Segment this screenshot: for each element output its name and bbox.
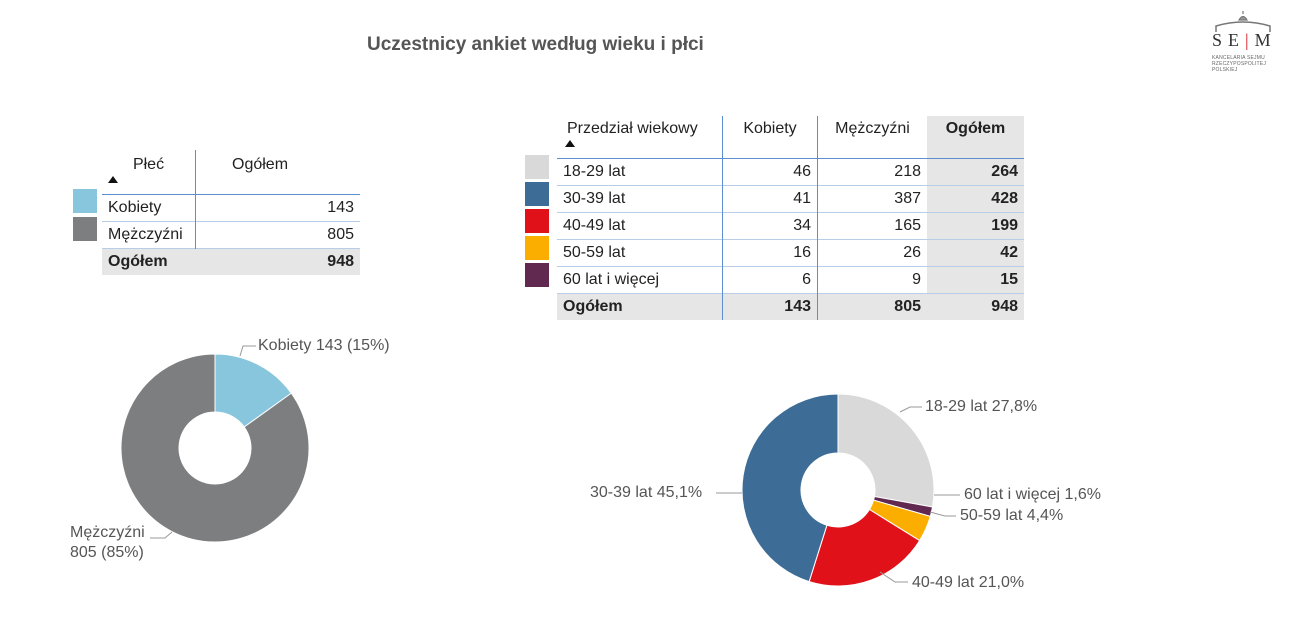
- header-mezczyzni: Mężczyźni: [817, 116, 927, 159]
- page-title: Uczestnicy ankiet według wieku i płci: [367, 34, 704, 55]
- header-ogolem: Ogółem: [195, 150, 360, 195]
- total-value: 948: [991, 298, 1018, 315]
- row-kobiety: 46: [722, 158, 818, 186]
- logo-wordmark: SE|M: [1212, 30, 1277, 50]
- row-kobiety: 41: [722, 185, 818, 213]
- data-label-50-59: 50-59 lat 4,4%: [960, 507, 1064, 524]
- total-kobiety: 143: [722, 293, 818, 320]
- header-ogolem: Ogółem: [927, 116, 1024, 159]
- donut-slice-40-49: [808, 508, 921, 587]
- row-kobiety: 6: [722, 266, 818, 294]
- table-row: Kobiety 143: [102, 194, 360, 222]
- row-mezczyzni: 218: [817, 158, 927, 186]
- legend-swatch-60-plus: [525, 263, 549, 287]
- age-table: Przedział wiekowy Kobiety Mężczyźni Ogół…: [557, 116, 1024, 320]
- row-label: Kobiety: [108, 199, 162, 216]
- row-total: 42: [927, 239, 1024, 267]
- header-kobiety: Kobiety: [722, 116, 818, 159]
- legend-swatch-40-49: [525, 209, 549, 233]
- donut-slice-18-29: [837, 393, 935, 508]
- data-label-kobiety: Kobiety 143 (15%): [258, 337, 390, 354]
- row-label: 60 lat i więcej: [563, 271, 660, 288]
- row-value: 143: [195, 194, 360, 222]
- header-plec: Płeć: [102, 150, 196, 195]
- donut-slice-kobiety: [214, 353, 293, 428]
- legend-swatch-mezczyzni: [73, 217, 97, 241]
- leader-line: [899, 406, 922, 413]
- table-row: Mężczyźni 805: [102, 221, 360, 249]
- row-label: 50-59 lat: [563, 244, 626, 261]
- row-value: 805: [195, 221, 360, 249]
- total-label: Ogółem: [563, 298, 623, 315]
- sort-ascending-icon: [108, 176, 118, 183]
- row-mezczyzni: 165: [817, 212, 927, 240]
- total-row: Ogółem 948: [102, 248, 360, 275]
- data-label-60-plus: 60 lat i więcej 1,6%: [964, 486, 1101, 503]
- sejm-logo: SE|M KANCELARIA SEJMU RZECZYPOSPOLITEJ P…: [1208, 10, 1278, 73]
- legend-swatch-kobiety: [73, 189, 97, 213]
- table-row: 60 lat i więcej 6 9 15: [557, 266, 1024, 294]
- row-total: 199: [927, 212, 1024, 240]
- table-row: 18-29 lat 46 218 264: [557, 158, 1024, 186]
- row-mezczyzni: 387: [817, 185, 927, 213]
- total-row: Ogółem 143 805 948: [557, 293, 1024, 320]
- donut-slice-mezczyzni: [120, 353, 310, 543]
- data-label-mezczyzni: Mężczyźni 805 (85%): [70, 524, 145, 561]
- total-mezczyzni: 805: [817, 293, 927, 320]
- total-label: Ogółem: [108, 253, 168, 270]
- parliament-dome-icon: [1215, 11, 1271, 32]
- leader-line: [239, 345, 256, 357]
- legend-swatch-18-29: [525, 155, 549, 179]
- row-mezczyzni: 26: [817, 239, 927, 267]
- table-row: 40-49 lat 34 165 199: [557, 212, 1024, 240]
- table-row: 30-39 lat 41 387 428: [557, 185, 1024, 213]
- data-label-18-29: 18-29 lat 27,8%: [925, 398, 1038, 415]
- total-value: 948: [327, 253, 354, 270]
- table-row: 50-59 lat 16 26 42: [557, 239, 1024, 267]
- row-label: 30-39 lat: [563, 190, 626, 207]
- data-label-40-49: 40-49 lat 21,0%: [912, 574, 1025, 591]
- leader-line: [150, 531, 173, 539]
- header-przedzial: Przedział wiekowy: [557, 116, 723, 159]
- row-label: Mężczyźni: [108, 226, 183, 243]
- row-mezczyzni: 9: [817, 266, 927, 294]
- donut-slice-30-39: [741, 393, 839, 583]
- row-total: 428: [927, 185, 1024, 213]
- sort-ascending-icon: [565, 140, 575, 147]
- row-kobiety: 34: [722, 212, 818, 240]
- row-label: 18-29 lat: [563, 163, 626, 180]
- legend-swatch-50-59: [525, 236, 549, 260]
- row-total: 264: [927, 158, 1024, 186]
- logo-subtitle: KANCELARIA SEJMU RZECZYPOSPOLITEJ POLSKI…: [1212, 55, 1267, 73]
- row-total: 15: [927, 266, 1024, 294]
- row-label: 40-49 lat: [563, 217, 626, 234]
- leader-line: [879, 571, 908, 583]
- row-kobiety: 16: [722, 239, 818, 267]
- leader-line: [929, 511, 956, 517]
- gender-table: Płeć Ogółem Kobiety 143 Mężczyźni 805 Og…: [102, 150, 360, 275]
- legend-swatch-30-39: [525, 182, 549, 206]
- data-label-30-39: 30-39 lat 45,1%: [590, 484, 703, 501]
